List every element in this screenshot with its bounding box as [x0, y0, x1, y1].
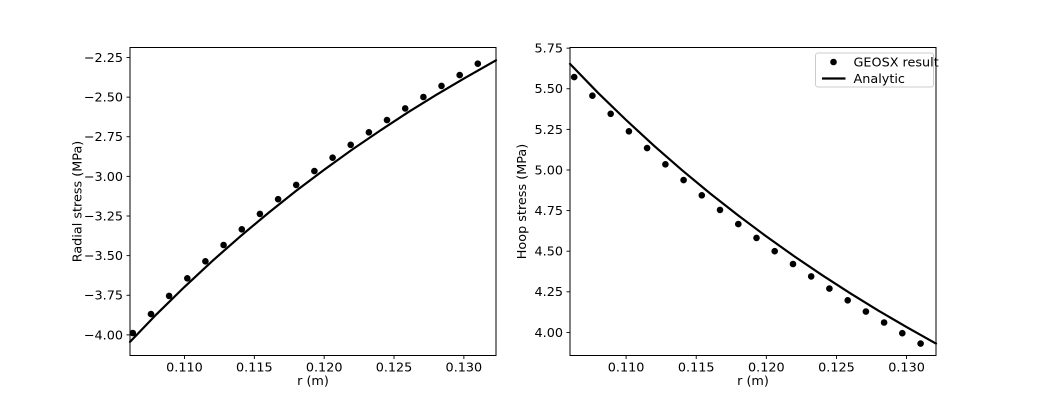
geosx-data-point	[184, 275, 191, 282]
y-tick-label: 4.75	[535, 204, 564, 219]
plot-area	[570, 47, 936, 356]
geosx-data-point	[753, 234, 760, 242]
geosx-data-point	[698, 192, 706, 199]
geosx-data-point	[202, 258, 209, 265]
legend-marker-dot	[830, 58, 837, 66]
y-tick-label: −2.50	[84, 91, 123, 106]
geosx-data-point	[147, 310, 155, 318]
y-tick-label: 4.25	[535, 285, 564, 300]
y-tick-label: 4.00	[535, 326, 564, 341]
geosx-data-point	[238, 226, 246, 233]
geosx-data-point	[401, 105, 409, 112]
axes-spines	[129, 47, 497, 356]
x-axis-label: r (m)	[297, 374, 329, 389]
y-tick-label: −3.25	[84, 209, 123, 224]
y-tick-label: 5.50	[535, 82, 564, 97]
geosx-data-point	[474, 60, 482, 67]
x-tick-label: 0.120	[748, 361, 785, 376]
x-tick-label: 0.130	[446, 361, 483, 376]
geosx-data-point	[129, 329, 137, 337]
y-tick-label: −2.25	[84, 51, 123, 66]
geosx-data-point	[917, 340, 924, 347]
x-tick-label: 0.115	[678, 361, 715, 376]
geosx-data-point	[383, 116, 391, 124]
geosx-data-point	[862, 308, 870, 315]
geosx-data-point	[716, 206, 724, 214]
y-tick-label: −3.00	[84, 170, 123, 185]
geosx-data-point	[220, 241, 227, 249]
geosx-data-point	[589, 92, 596, 99]
y-tick-label: −3.50	[84, 249, 123, 264]
subplot-radial-stress: 0.110 0.115 0.120 0.125 0.130 −4.00 −3.75 −3.50…	[71, 47, 498, 389]
axes-spines	[569, 47, 937, 356]
y-tick-label: 5.75	[535, 42, 564, 57]
geosx-data-point	[899, 329, 906, 337]
analytic-line	[128, 59, 498, 343]
geosx-data-point	[662, 161, 669, 168]
y-tick-label: 4.50	[535, 245, 564, 260]
x-tick-label: 0.120	[306, 361, 343, 376]
x-tick-label: 0.125	[818, 361, 855, 376]
geosx-data-point	[643, 144, 651, 152]
plot-area	[130, 47, 496, 356]
legend: GEOSX result Analytic	[815, 52, 939, 88]
x-tick-label: 0.130	[888, 361, 925, 376]
geosx-data-point	[420, 93, 427, 101]
x-tick-label: 0.125	[376, 361, 413, 376]
geosx-data-point	[607, 110, 614, 118]
geosx-data-point	[292, 181, 300, 189]
y-axis-label: Hoop stress (MPa)	[515, 144, 530, 259]
geosx-data-point	[456, 71, 464, 79]
geosx-data-point	[165, 292, 173, 300]
x-axis-label: r (m)	[737, 374, 769, 389]
geosx-data-point	[438, 82, 445, 90]
y-tick-label: 5.25	[535, 123, 564, 138]
geosx-data-point	[274, 195, 282, 203]
geosx-data-point	[880, 319, 888, 326]
legend-label-geosx: GEOSX result	[854, 55, 939, 70]
x-tick-label: 0.115	[236, 361, 273, 376]
geosx-data-point	[329, 154, 336, 161]
geosx-data-point	[789, 260, 797, 268]
geosx-data-point	[570, 73, 578, 81]
geosx-data-point	[365, 129, 373, 136]
geosx-data-point	[311, 167, 318, 175]
x-tick-label: 0.110	[608, 361, 645, 376]
y-tick-label: −3.75	[84, 289, 123, 304]
geosx-data-point	[807, 273, 815, 280]
geosx-data-point	[826, 285, 833, 292]
x-tick-label: 0.110	[166, 361, 203, 376]
geosx-data-point	[844, 297, 851, 304]
geosx-data-point	[680, 176, 687, 184]
geosx-data-point	[256, 210, 264, 218]
y-tick-label: −4.00	[84, 328, 123, 343]
y-tick-label: 5.00	[535, 163, 564, 178]
geosx-data-point	[771, 247, 778, 255]
analytic-line	[568, 62, 938, 345]
y-axis-label: Radial stress (MPa)	[71, 141, 86, 263]
legend-label-analytic: Analytic	[854, 72, 905, 87]
geosx-data-point	[735, 220, 742, 228]
subplot-hoop-stress: 0.110 0.115 0.120 0.125 0.130 4.00 4.25 4.50 4.7…	[515, 42, 939, 389]
geosx-data-point	[347, 141, 355, 149]
geosx-data-point	[625, 128, 633, 135]
y-tick-label: −2.75	[84, 130, 123, 145]
